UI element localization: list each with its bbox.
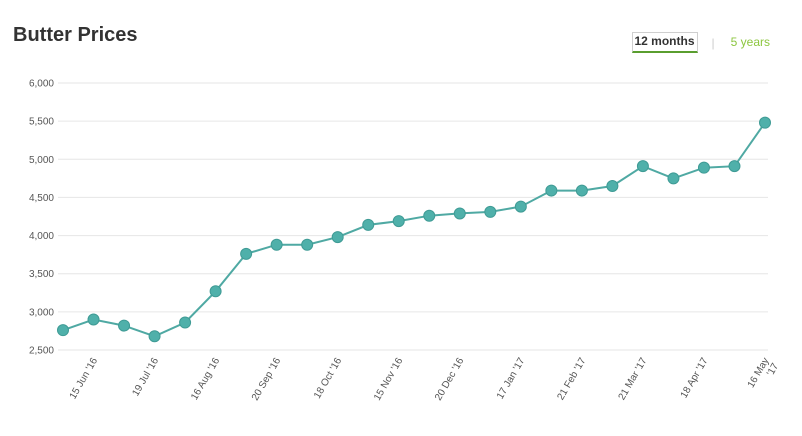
y-axis-ticks: 2,500 3,000 3,500 4,000 4,500 5,000 5,500 6,000 (29, 79, 54, 357)
data-point[interactable] (57, 324, 69, 337)
data-point[interactable] (423, 209, 436, 222)
x-tick-label: 15 Nov '16 (372, 356, 405, 403)
tab-separator: | (711, 35, 715, 50)
y-tick-label: 3,500 (29, 269, 54, 280)
x-tick-label: 18 Oct '16 (312, 356, 344, 401)
x-tick-label: 18 Apr '17 (679, 356, 711, 401)
x-tick-label: 20 Dec '16 (433, 356, 466, 403)
x-tick-label: 16 May'17 (746, 356, 782, 396)
x-tick-label: 20 Sep '16 (250, 356, 283, 403)
x-axis-ticks: 15 Jun '16 19 Jul '16 16 Aug '16 20 Sep '16… (68, 356, 782, 403)
y-tick-label: 4,000 (29, 231, 54, 242)
x-tick-label: 16 Aug '16 (189, 356, 222, 403)
x-tick-label: 21 Mar '17 (617, 356, 650, 403)
data-point[interactable] (270, 238, 283, 251)
data-point[interactable] (148, 330, 161, 343)
data-point[interactable] (240, 247, 253, 260)
data-point[interactable] (118, 319, 131, 332)
y-tick-label: 6,000 (29, 79, 54, 90)
data-point[interactable] (87, 313, 100, 326)
time-range-tabs: 12 months | 5 years (631, 32, 773, 53)
series-line (62, 122, 766, 338)
price-line (62, 122, 766, 338)
data-point[interactable] (575, 184, 588, 197)
y-tick-label: 3,000 (29, 307, 54, 318)
data-point[interactable] (301, 238, 314, 251)
data-point[interactable] (331, 231, 344, 244)
x-tick-label: 19 Jul '16 (130, 356, 161, 399)
data-point[interactable] (728, 160, 741, 173)
series-points (57, 116, 771, 343)
y-tick-label: 5,500 (29, 117, 54, 128)
data-point[interactable] (636, 160, 649, 173)
y-tick-label: 4,500 (29, 193, 54, 204)
data-point[interactable] (606, 179, 619, 192)
data-point[interactable] (453, 207, 466, 220)
grid-lines (58, 82, 768, 351)
data-point[interactable] (667, 172, 680, 185)
x-tick-label: 21 Feb '17 (555, 356, 588, 403)
data-point[interactable] (392, 215, 405, 228)
x-tick-label: 15 Jun '16 (68, 356, 101, 402)
data-point[interactable] (514, 200, 527, 213)
data-point[interactable] (759, 116, 771, 129)
tab-12-months[interactable]: 12 months (631, 32, 698, 53)
data-point[interactable] (209, 285, 222, 298)
data-point[interactable] (179, 316, 192, 329)
data-point[interactable] (362, 218, 375, 231)
data-point[interactable] (484, 205, 497, 218)
data-point[interactable] (697, 161, 710, 174)
chart-title: Butter Prices (13, 24, 138, 46)
y-tick-label: 2,500 (29, 346, 54, 357)
tab-5-years[interactable]: 5 years (730, 34, 770, 49)
x-tick-label: 17 Jan '17 (495, 356, 528, 402)
y-tick-label: 5,000 (29, 155, 54, 166)
data-point[interactable] (545, 184, 558, 197)
